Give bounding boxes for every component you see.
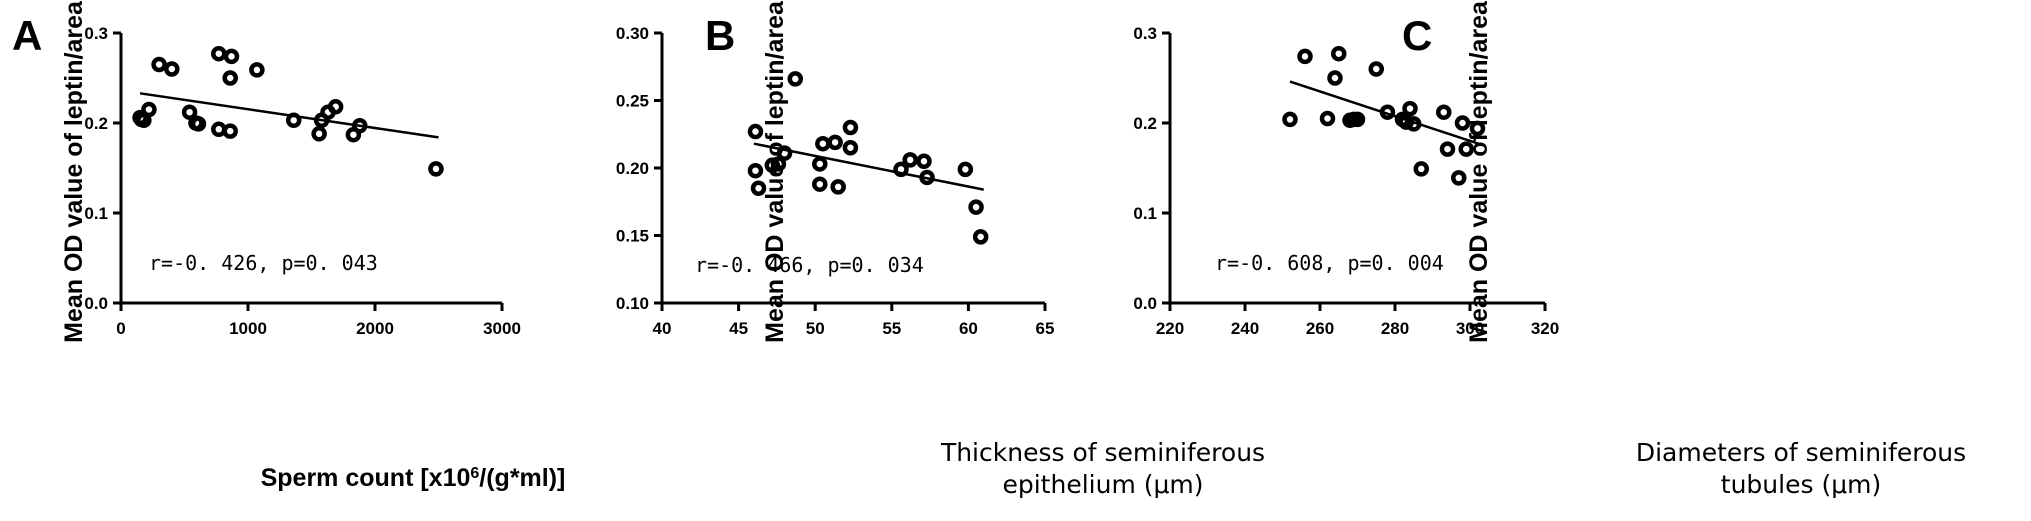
x-tick-label-b: 45 (729, 319, 748, 338)
data-point-c (1458, 141, 1474, 157)
data-point-b (747, 123, 764, 140)
x-tick-label-c: 300 (1456, 319, 1484, 338)
data-point-b (827, 134, 843, 151)
x-tick-label-b: 65 (1036, 319, 1055, 338)
data-point-a (428, 161, 444, 177)
y-axis-title-c: Mean OD value of leptin/area (1465, 0, 1493, 343)
data-point-a (311, 126, 327, 142)
data-point-b (776, 145, 793, 161)
x-axis-title-c-line2: tubules (μm) (1721, 470, 1881, 499)
x-tick-label-c: 260 (1306, 319, 1334, 338)
data-point-c (1402, 100, 1418, 117)
y-tick-label-b: 0.10 (616, 294, 649, 313)
data-point-b (893, 161, 909, 178)
data-point-c (1454, 115, 1471, 131)
x-tick-label-c: 220 (1156, 319, 1184, 338)
x-tick-label-c: 280 (1381, 319, 1409, 338)
x-tick-label-b: 50 (806, 319, 825, 338)
y-axis-title-a: Mean OD value of leptin/area (60, 0, 88, 343)
y-tick-label-b: 0.25 (616, 92, 649, 111)
data-point-b (919, 169, 935, 186)
data-point-c (1436, 104, 1452, 120)
data-point-c (1349, 111, 1366, 128)
data-point-a (181, 104, 198, 120)
data-point-b (842, 119, 859, 136)
data-point-a (211, 121, 227, 138)
y-tick-label-c: 0.1 (1133, 204, 1157, 223)
data-point-b (815, 135, 831, 152)
x-axis-title-a: Sperm count [x106/(g*ml)] (261, 464, 566, 492)
data-point-a (285, 112, 302, 129)
data-point-b (916, 153, 932, 169)
x-tick-label-b: 40 (653, 319, 672, 338)
y-tick-label-b: 0.15 (616, 227, 649, 246)
data-point-a (190, 116, 207, 132)
data-point-c (1319, 110, 1336, 127)
data-point-c (1379, 104, 1396, 120)
y-tick-label-b: 0.20 (616, 159, 649, 178)
data-point-c (1398, 114, 1414, 130)
y-tick-label-a: 0.0 (84, 294, 108, 313)
data-point-c (1469, 120, 1486, 137)
x-tick-label-a: 3000 (483, 319, 521, 338)
data-point-c (1413, 161, 1429, 177)
data-point-c (1368, 61, 1384, 77)
regression-line-b (753, 142, 984, 191)
data-point-b (902, 152, 918, 168)
data-point-a (222, 70, 238, 86)
data-point-b (812, 176, 828, 192)
x-tick-label-b: 60 (959, 319, 978, 338)
panel-letter-b: B (705, 12, 735, 59)
y-tick-label-a: 0.2 (84, 114, 108, 133)
x-tick-label-a: 1000 (229, 319, 267, 338)
data-point-b (842, 140, 859, 156)
data-point-b (972, 229, 989, 245)
x-tick-label-a: 2000 (356, 319, 394, 338)
data-point-c (1439, 141, 1456, 157)
x-axis-title-b-line1: Thickness of seminiferous (940, 438, 1265, 467)
data-point-a (223, 48, 240, 65)
panel-letter-a: A (12, 12, 42, 59)
data-point-c (1282, 111, 1298, 128)
data-point-b (770, 156, 787, 172)
data-point-a (249, 62, 265, 78)
x-axis-title-b-line2: epithelium (μm) (1002, 470, 1203, 499)
data-point-b (812, 156, 828, 172)
stats-annotation-a: r=-0. 426, p=0. 043 (149, 251, 378, 275)
data-point-a (222, 123, 238, 139)
data-point-a (141, 101, 157, 118)
y-tick-label-b: 0.30 (616, 24, 649, 43)
stats-annotation-c: r=-0. 608, p=0. 004 (1215, 251, 1444, 275)
stats-annotation-b: r=-0. 466, p=0. 034 (695, 253, 924, 277)
y-tick-label-c: 0.0 (1133, 294, 1157, 313)
data-point-c (1327, 70, 1343, 86)
data-point-b (830, 179, 846, 195)
data-point-a (352, 117, 368, 134)
x-tick-label-a: 0 (116, 319, 125, 338)
data-point-c (1451, 170, 1467, 186)
y-tick-label-a: 0.3 (84, 24, 108, 43)
data-point-b (750, 180, 767, 196)
x-tick-label-c: 320 (1531, 319, 1559, 338)
data-point-b (787, 71, 804, 87)
y-tick-label-c: 0.3 (1133, 24, 1157, 43)
data-point-a (151, 56, 167, 73)
data-point-c (1297, 48, 1313, 65)
regression-line-c (1289, 80, 1482, 146)
y-tick-label-a: 0.1 (84, 204, 108, 223)
data-point-a (211, 45, 227, 62)
x-tick-label-b: 55 (882, 319, 901, 338)
x-axis-title-c-line1: Diameters of seminiferous (1636, 438, 1966, 467)
data-point-c (1406, 116, 1422, 132)
x-tick-label-c: 240 (1231, 319, 1259, 338)
data-point-b (747, 162, 764, 179)
data-point-a (164, 61, 180, 77)
data-point-b (957, 161, 974, 178)
data-point-b (968, 199, 984, 215)
panel-letter-c: C (1402, 12, 1432, 59)
data-point-a (327, 99, 344, 115)
y-tick-label-c: 0.2 (1133, 114, 1157, 133)
data-point-c (1331, 45, 1347, 62)
